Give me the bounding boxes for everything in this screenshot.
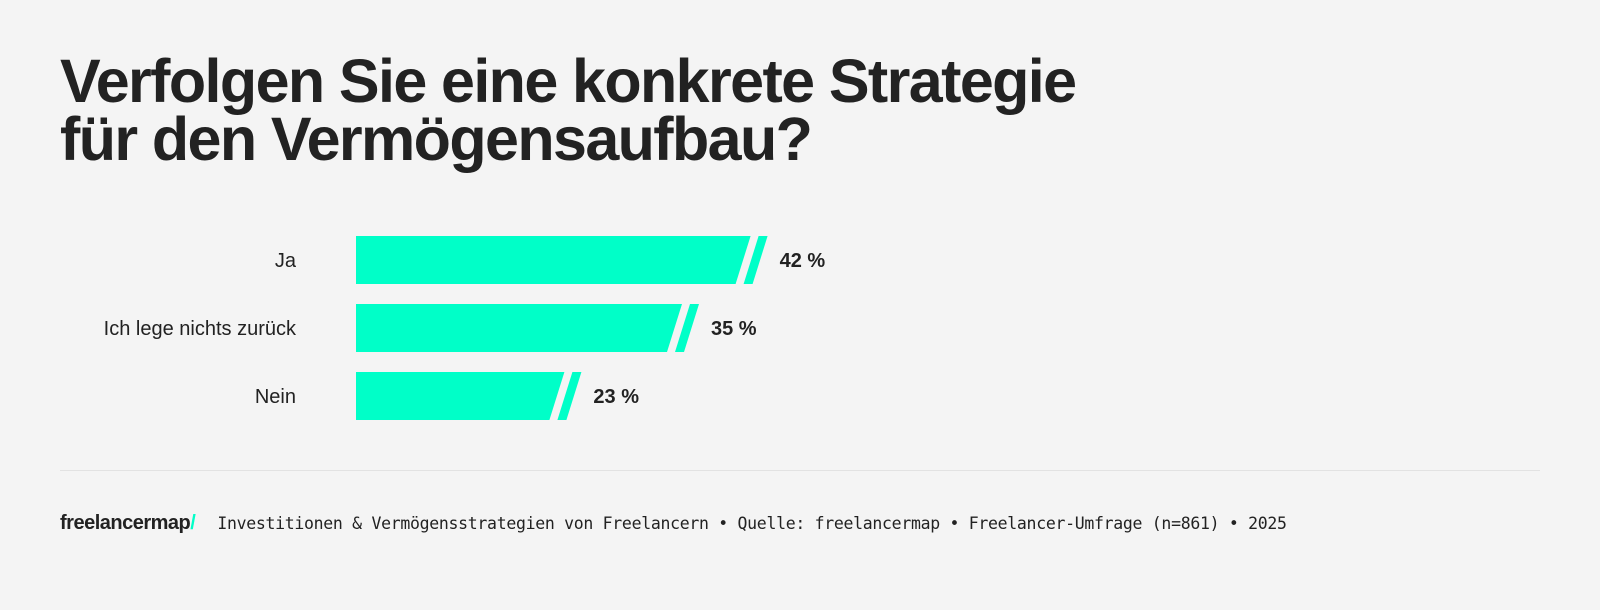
category-label: Nein <box>255 386 296 408</box>
bar-slash-mark <box>675 304 699 352</box>
bar-slash-mark <box>557 372 582 420</box>
value-label: 35 % <box>711 318 757 340</box>
category-label: Ich lege nichts zurück <box>104 318 297 340</box>
value-label: 42 % <box>780 250 826 272</box>
bar-group: Ja 42 % <box>275 236 826 284</box>
title-line-1: Verfolgen Sie eine konkrete Strategie <box>60 47 1077 115</box>
bar <box>356 372 565 420</box>
chart-title: Verfolgen Sie eine konkrete Strategie fü… <box>60 47 1077 173</box>
footer: freelancermap/ Investitionen & Vermögens… <box>60 512 1287 535</box>
bar-chart: Ja 42 % Ich lege nichts zurück 35 % Nein 23 % <box>104 236 826 420</box>
bar-slash-mark <box>743 236 768 284</box>
bar <box>356 304 682 352</box>
bar-group: Nein 23 % <box>255 372 639 420</box>
bar <box>356 236 751 284</box>
source-note: Investitionen & Vermögensstrategien von … <box>217 514 1287 533</box>
divider <box>60 470 1540 471</box>
title-line-2: für den Vermögensaufbau? <box>60 105 813 173</box>
value-label: 23 % <box>593 386 639 408</box>
bar-group: Ich lege nichts zurück 35 % <box>104 304 757 352</box>
freelancermap-logo: freelancermap/ <box>60 512 196 534</box>
category-label: Ja <box>275 250 297 272</box>
